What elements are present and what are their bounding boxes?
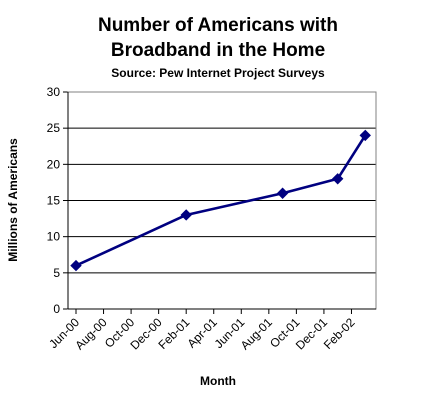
y-tick-label: 20 (47, 157, 61, 171)
x-tick-label: Feb-01 (156, 315, 193, 352)
chart-title-line-2: Broadband in the Home (111, 40, 325, 61)
x-tick-label: Feb-02 (321, 315, 358, 352)
x-tick-labels: Jun-00Aug-00Oct-00Dec-00Feb-01Apr-01Jun-… (46, 315, 358, 352)
y-tick-labels: 0 5 10 15 20 25 30 (47, 85, 61, 316)
data-point-marker (331, 173, 344, 185)
y-axis-label: Millions of Americans (6, 138, 20, 262)
series-layer (70, 129, 371, 272)
data-point-marker (70, 259, 82, 272)
y-tick-label: 15 (47, 194, 61, 208)
data-point-marker (276, 187, 289, 199)
gridlines (68, 91, 376, 274)
data-point-marker (359, 129, 371, 142)
x-tick-label: Aug-00 (72, 315, 109, 352)
x-tick-label: Aug-01 (238, 315, 275, 352)
axes (63, 91, 377, 314)
y-tick-label: 5 (53, 266, 60, 280)
y-tick-label: 30 (47, 85, 61, 99)
y-tick-label: 10 (47, 230, 61, 244)
y-tick-label: 25 (47, 121, 61, 135)
chart-subtitle: Source: Pew Internet Project Surveys (111, 66, 325, 80)
x-axis-label: Month (200, 374, 236, 388)
chart-title-line-1: Number of Americans with (98, 15, 338, 36)
y-tick-label: 0 (53, 302, 60, 316)
data-point-marker (180, 209, 192, 221)
